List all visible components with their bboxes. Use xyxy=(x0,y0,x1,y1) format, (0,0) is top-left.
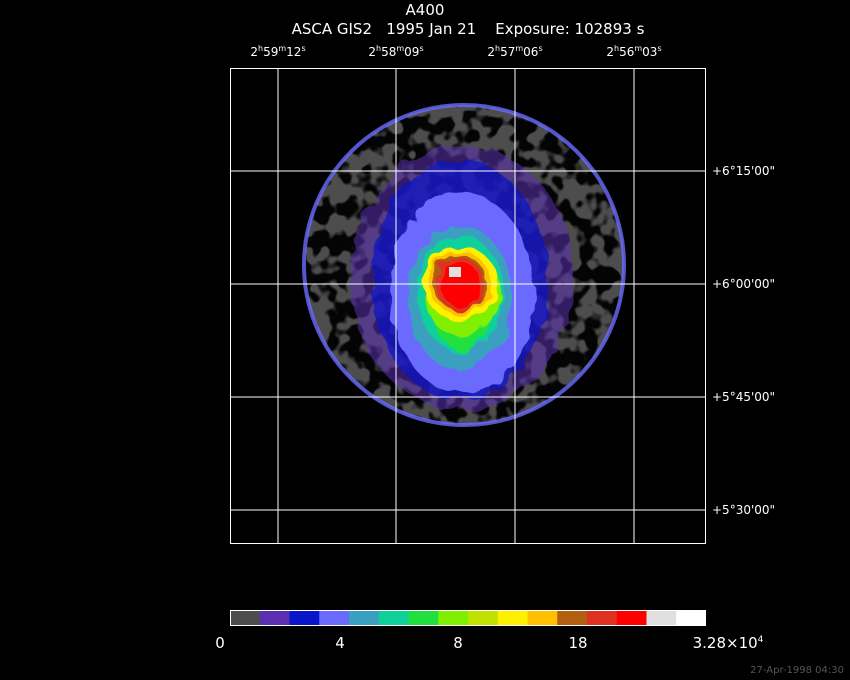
ra-label-2: 2h58m09s xyxy=(368,44,424,59)
colorbar-segment xyxy=(557,610,588,626)
colorbar-tick-4: 4 xyxy=(335,634,345,652)
colorbar-segment xyxy=(259,610,290,626)
colorbar-segment xyxy=(408,610,439,626)
colorbar-segment xyxy=(289,610,320,626)
dec-label-4: +5°30'00" xyxy=(712,503,776,517)
colorbar-tick-0: 0 xyxy=(215,634,225,652)
timestamp: 27-Apr-1998 04:30 xyxy=(750,665,844,676)
colorbar-segment xyxy=(616,610,647,626)
colorbar-segment xyxy=(319,610,350,626)
colorbar-segment xyxy=(497,610,528,626)
colorbar-tick-18: 18 xyxy=(568,634,588,652)
colorbar-segment xyxy=(468,610,499,626)
colorbar-segment xyxy=(646,610,677,626)
colorbar-segment xyxy=(527,610,558,626)
xray-image-panel xyxy=(230,68,706,544)
colorbar-border xyxy=(230,610,706,626)
dec-label-2: +6°00'00" xyxy=(712,277,776,291)
ra-label-1: 2h59m12s xyxy=(250,44,306,59)
coordinate-grid xyxy=(230,68,706,544)
observation-subtitle: ASCA GIS2 1995 Jan 21 Exposure: 102893 s xyxy=(291,20,645,38)
colorbar-segment xyxy=(230,610,261,626)
field-of-view xyxy=(304,105,624,425)
dec-label-1: +6°15'00" xyxy=(712,164,776,178)
colorbar-tick-max: 3.28×104 xyxy=(692,634,764,652)
image-title: A400 xyxy=(405,1,445,19)
colorbar xyxy=(230,610,706,626)
colorbar-segment xyxy=(378,610,409,626)
colorbar-tick-8: 8 xyxy=(453,634,463,652)
ra-label-4: 2h56m03s xyxy=(606,44,662,59)
peak-pixel xyxy=(449,267,461,277)
dec-label-3: +5°45'00" xyxy=(712,390,776,404)
colorbar-segment xyxy=(587,610,618,626)
colorbar-segment xyxy=(349,610,380,626)
colorbar-segment xyxy=(676,610,706,626)
ra-label-3: 2h57m06s xyxy=(487,44,543,59)
colorbar-segment xyxy=(438,610,469,626)
